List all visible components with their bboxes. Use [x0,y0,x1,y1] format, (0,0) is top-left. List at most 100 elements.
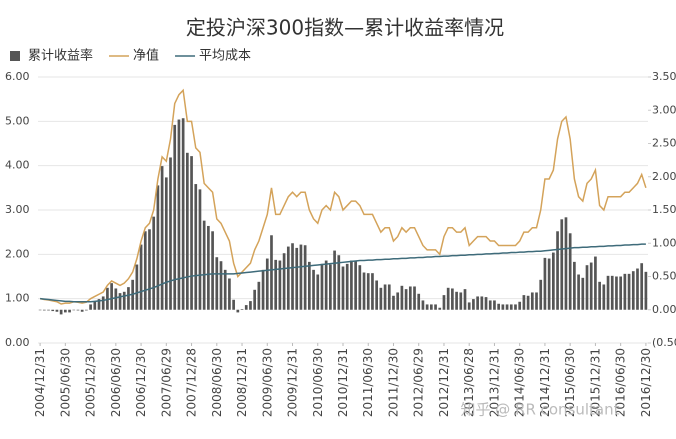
bar [194,184,198,310]
bar [451,288,454,310]
bar [185,152,189,310]
chart-title: 定投沪深300指数—累计收益率情况 [186,16,504,40]
bar [396,292,400,310]
bar [392,295,395,310]
bar [509,304,513,310]
x-tick-label: 2006/12/30 [134,348,148,417]
bar [585,265,589,310]
bar [156,185,160,310]
bar [551,252,555,310]
bar [501,304,505,310]
bar [303,245,307,310]
bar [101,296,105,310]
bar [282,253,286,310]
bar [526,295,530,310]
bar [577,274,580,310]
bar [615,276,618,310]
legend-label: 平均成本 [199,49,251,64]
bar [114,288,118,310]
bar [312,269,315,310]
bar [80,309,84,312]
bar [202,220,206,310]
bar [602,284,606,310]
y-tick-label: 3.00 [5,203,30,216]
bar [198,189,202,310]
x-tick-label: 2009/12/31 [286,348,300,417]
bar [215,257,219,310]
y2-tick-label: 2.50 [652,137,676,150]
bar [459,292,463,310]
x-tick-label: 2004/12/31 [33,348,47,417]
bar [72,309,76,311]
bar [539,279,543,310]
y2-tick-label: 1.50 [652,203,676,216]
bar [85,309,88,311]
bar [329,264,332,310]
bar [547,258,551,310]
bar [261,269,265,310]
bar [446,287,450,310]
y2-tick-label: 2.00 [652,170,676,183]
bar [152,216,156,310]
bar [413,286,416,310]
bar [270,235,273,310]
bar [362,272,366,310]
bar [232,299,235,310]
x-tick-label: 2014/12/31 [538,348,552,417]
bar [417,293,421,310]
bar [434,304,437,310]
bar [636,268,639,310]
plot-area: 0.00 1.00 2.00 3.00 4.00 5.00 6.00 (0.50 0.00 0.5… [5,70,676,417]
bar [106,287,109,310]
bar [143,231,147,310]
bar [307,261,311,310]
bar [299,244,303,310]
bar [610,275,614,310]
bar [505,304,509,310]
x-tick-label: 2013/12/31 [487,348,501,417]
bar [631,271,635,310]
bar [400,285,404,310]
bar [463,289,467,310]
bar [93,301,97,310]
x-tick-label: 2011/12/30 [386,348,400,417]
bar [371,273,374,310]
bar [514,304,517,310]
bar [316,274,320,310]
x-tick-label: 2012/06/29 [412,348,426,417]
y2-tick-label: 0.50 [652,270,676,283]
bar [354,261,357,310]
bar [291,243,294,310]
bar [598,281,601,310]
bar [375,280,379,310]
bar [560,219,564,310]
y-tick-label: 5.00 [5,114,30,127]
bar [122,291,126,310]
bar [89,304,92,310]
bar [640,263,644,310]
bar [257,281,261,310]
bar [556,231,559,310]
legend-label: 累计收益率 [28,48,93,64]
bar [160,166,164,310]
bar [535,292,538,310]
bar [236,309,240,313]
x-tick-label: 2015/12/31 [588,348,602,417]
y2-tick-label: (0.50 [652,336,676,349]
bar [606,275,610,310]
bar [127,287,130,310]
y2-tick-label: 3.00 [652,103,676,116]
bar [110,283,113,310]
bar [627,273,631,310]
bar [480,296,484,310]
bar [333,250,336,310]
bar [472,299,475,310]
bar [594,256,597,310]
bar [543,257,547,310]
bar [358,265,362,310]
y2-tick-label: 1.00 [652,236,676,249]
bar [568,233,572,310]
bar [518,301,522,310]
